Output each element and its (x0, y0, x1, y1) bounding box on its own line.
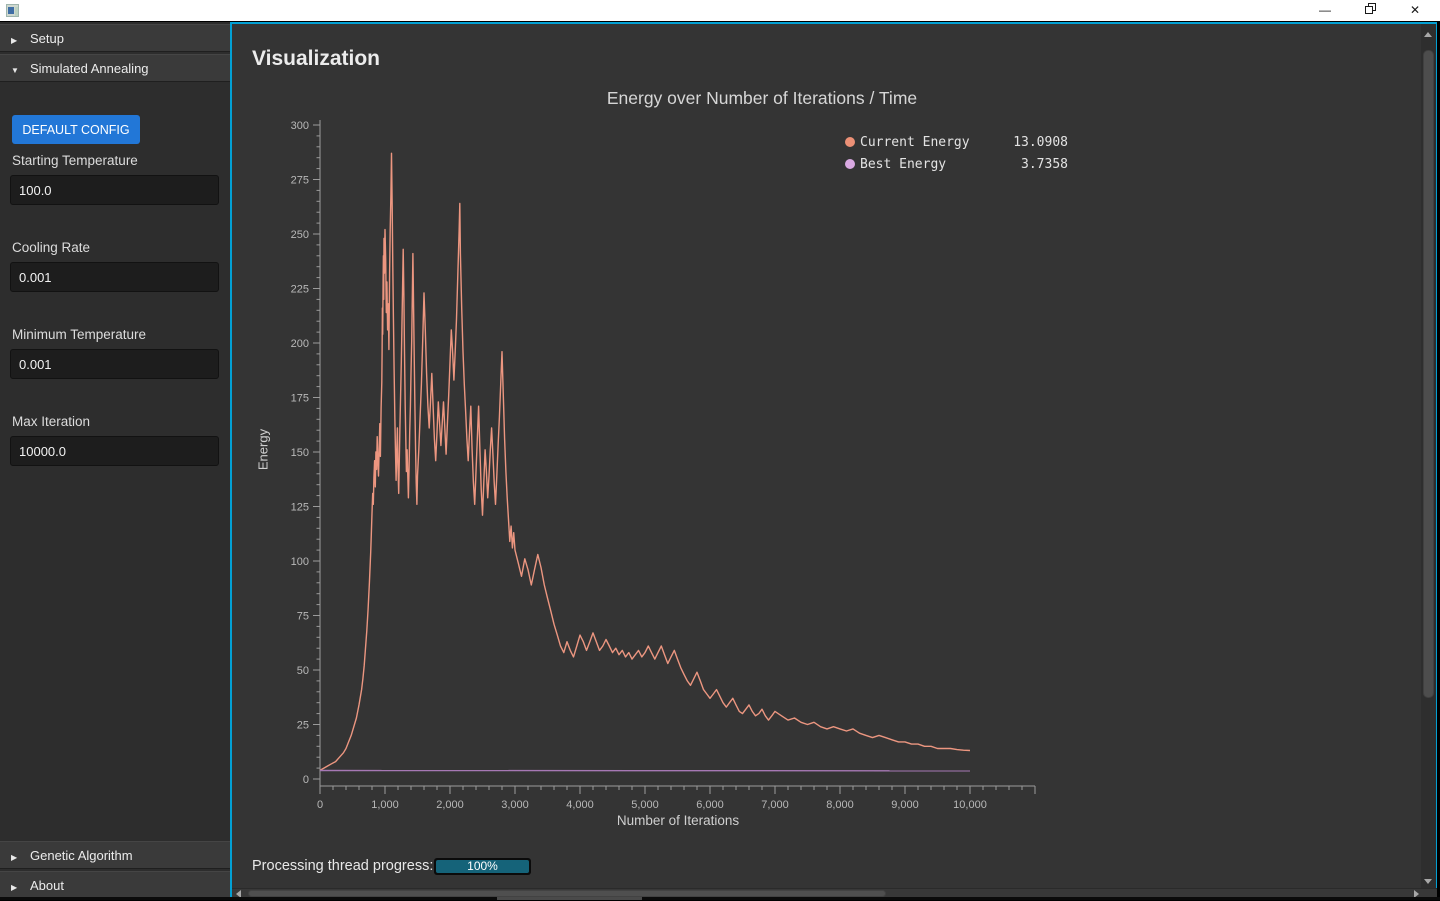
minimum-temperature-input[interactable] (10, 349, 219, 379)
chevron-down-icon: ▼ (11, 66, 19, 75)
x-axis-title: Number of Iterations (616, 813, 740, 828)
vertical-scrollbar[interactable] (1421, 24, 1436, 888)
chevron-right-icon: ▶ (11, 883, 18, 892)
accordion-setup-label: Setup (30, 31, 64, 46)
max-iteration-input[interactable] (10, 436, 219, 466)
progress-bar: 100% (434, 858, 531, 875)
app-icon (6, 4, 19, 17)
chart-title: Energy over Number of Iterations / Time (606, 88, 918, 108)
restore-button[interactable] (1355, 0, 1385, 21)
max-iteration-label: Max Iteration (12, 414, 91, 429)
accordion-simulated-annealing-label: Simulated Annealing (30, 61, 149, 76)
chart-legend: Current Energy 13.0908 Best Energy 3.735… (845, 131, 1068, 175)
scroll-down-icon[interactable] (1424, 879, 1432, 884)
close-button[interactable]: ✕ (1409, 3, 1421, 17)
accordion-genetic-algorithm[interactable]: ▶ Genetic Algorithm (0, 841, 230, 869)
accordion-genetic-algorithm-label: Genetic Algorithm (30, 848, 133, 863)
horizontal-scrollbar[interactable] (232, 888, 1437, 898)
minimum-temperature-label: Minimum Temperature (12, 327, 147, 342)
accordion-setup[interactable]: ▶ Setup (0, 24, 230, 52)
sidebar: ▶ Setup ▼ Simulated Annealing DEFAULT CONF… (0, 22, 230, 900)
current-energy-dot-icon (845, 137, 855, 147)
accordion-about-label: About (30, 878, 64, 893)
progress-bar-fill: 100% (436, 860, 529, 873)
legend-current-energy-label: Current Energy (860, 134, 970, 150)
best-energy-dot-icon (845, 159, 855, 169)
scroll-right-icon[interactable] (1414, 890, 1419, 898)
accordion-about[interactable]: ▶ About (0, 871, 230, 899)
horizontal-scrollbar-thumb[interactable] (248, 890, 886, 897)
page-title: Visualization (252, 47, 380, 70)
cooling-rate-label: Cooling Rate (12, 240, 91, 255)
chevron-right-icon: ▶ (11, 36, 18, 45)
legend-current-energy-value: 13.0908 (1013, 134, 1068, 150)
starting-temperature-label: Starting Temperature (12, 153, 138, 168)
legend-best-energy-label: Best Energy (860, 156, 947, 172)
scroll-left-icon[interactable] (236, 890, 241, 898)
default-config-button[interactable]: DEFAULT CONFIG (12, 115, 140, 144)
progress-value: 100% (467, 859, 498, 873)
scroll-up-icon[interactable] (1424, 32, 1432, 37)
legend-best-energy-value: 3.7358 (1021, 156, 1068, 172)
cooling-rate-input[interactable] (10, 262, 219, 292)
vertical-scrollbar-thumb[interactable] (1423, 50, 1434, 698)
chevron-right-icon: ▶ (11, 853, 18, 862)
main-pane (230, 22, 1437, 900)
y-axis-title: Energy (255, 428, 271, 471)
window-titlebar: — ✕ (0, 0, 1440, 21)
starting-temperature-input[interactable] (10, 175, 219, 205)
minimize-button[interactable]: — (1319, 3, 1331, 17)
accordion-simulated-annealing[interactable]: ▼ Simulated Annealing (0, 54, 230, 82)
progress-label: Processing thread progress: (252, 858, 434, 874)
legend-row-best-energy: Best Energy 3.7358 (845, 153, 1068, 175)
window-bottom-edge (0, 897, 1440, 900)
legend-row-current-energy: Current Energy 13.0908 (845, 131, 1068, 153)
